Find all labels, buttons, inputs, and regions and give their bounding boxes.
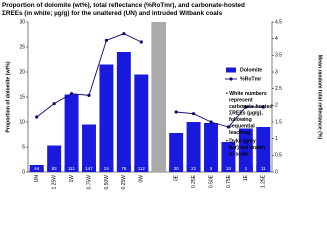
y2-tick-label: 4: [275, 36, 278, 42]
bar: [256, 127, 271, 172]
legend-swatch: [226, 67, 236, 73]
x-tick-label: UN: [34, 175, 40, 183]
line-marker: [261, 105, 265, 109]
line-marker: [35, 115, 39, 119]
bar: [169, 133, 184, 172]
label-box: [204, 165, 218, 172]
legend-label: %RoTmr: [240, 76, 261, 82]
y-tick-label: 0: [22, 169, 25, 175]
x-tick-label: 1E: [243, 174, 249, 181]
label-box: [64, 165, 79, 172]
y-tick-label: 25: [19, 44, 25, 50]
line-marker: [226, 125, 231, 129]
line-marker: [174, 110, 178, 114]
value-label: 111: [68, 166, 75, 171]
x-tick-label: 0W: [139, 175, 145, 183]
y-tick-label: 15: [19, 94, 25, 100]
value-label: 21: [191, 166, 197, 171]
x-tick-label: 0.50E: [208, 174, 214, 188]
value-label: 147: [85, 166, 93, 171]
bar: [204, 123, 218, 172]
annotation: • Dyke (grey bar) not drawn to scale: [226, 139, 265, 158]
y2-tick-label: 0: [275, 169, 278, 175]
label-box: [186, 165, 201, 172]
y2-tick-label: 3.5: [275, 53, 282, 59]
y-tick-label: 30: [19, 19, 25, 25]
label-box: [256, 165, 271, 172]
legend-label: Dolomite: [240, 67, 262, 73]
line-marker: [87, 93, 91, 97]
value-label: 112: [138, 166, 146, 171]
value-label: 5: [210, 166, 213, 171]
x-tick-label: 0E: [173, 174, 179, 181]
x-tick-label: 0.75E: [226, 174, 232, 188]
y-axis-label: Proportion of dolomite (wt%): [5, 61, 11, 132]
line-marker: [139, 40, 143, 44]
line-marker: [244, 105, 248, 109]
value-label: 24: [104, 166, 110, 171]
line-marker: [122, 32, 126, 36]
annotation: • White numbers represent carbonate-hosted…: [226, 91, 273, 136]
y-tick-label: 5: [22, 144, 25, 150]
line-marker: [69, 92, 74, 96]
label-box: [29, 165, 44, 172]
bar: [99, 64, 114, 172]
label-box: [47, 165, 62, 172]
label-box: [134, 165, 149, 172]
label-box: [238, 165, 253, 172]
value-label: 1: [245, 166, 248, 171]
dyke-bar: [151, 22, 167, 172]
value-label: 30: [174, 166, 180, 171]
chart: Proportion of dolomite (wt%), total refl…: [2, 2, 323, 190]
y2-tick-label: 1.5: [275, 119, 282, 125]
y2-tick-label: 2: [275, 103, 278, 109]
label-box: [99, 165, 114, 172]
legend-swatch: [229, 77, 233, 81]
x-tick-label: 0.25E: [191, 174, 197, 188]
value-label: 76: [121, 166, 127, 171]
chart-title: Proportion of dolomite (wt%), total refl…: [2, 2, 245, 17]
line-marker: [191, 112, 196, 116]
line-marker: [104, 38, 109, 42]
y2-tick-label: 3: [275, 69, 278, 75]
x-tick-label: 0.75W: [86, 175, 92, 190]
x-tick-label: 1W: [69, 175, 75, 183]
value-label: 18: [226, 166, 232, 171]
line-marker: [52, 102, 56, 106]
value-label: 64: [34, 166, 40, 171]
y2-tick-label: 4.5: [275, 19, 282, 25]
x-tick-label: 0.50W: [104, 175, 110, 190]
line-marker: [209, 120, 213, 124]
label-box: [116, 165, 131, 172]
bar: [186, 122, 201, 172]
x-tick-label: 0.25W: [121, 175, 127, 190]
label-box: [169, 165, 184, 172]
bar: [238, 128, 253, 172]
label-box: [221, 165, 236, 172]
x-tick-label: 1.25W: [51, 175, 57, 190]
y2-tick-label: 2.5: [275, 86, 282, 92]
value-label: 11: [261, 166, 266, 171]
y2-tick-label: 1: [275, 136, 278, 142]
y-tick-label: 20: [19, 69, 25, 75]
x-tick-label: 1.25E: [261, 174, 267, 188]
value-label: 83: [52, 166, 58, 171]
y2-tick-label: 0.5: [275, 153, 282, 159]
bar: [221, 142, 236, 172]
bar: [134, 74, 149, 172]
bar: [116, 52, 131, 172]
label-box: [82, 165, 96, 172]
y-tick-label: 10: [19, 119, 25, 125]
bar: [64, 94, 79, 172]
bar: [82, 124, 96, 172]
y2-axis-label: Mean random total reflectance (%): [317, 55, 323, 140]
